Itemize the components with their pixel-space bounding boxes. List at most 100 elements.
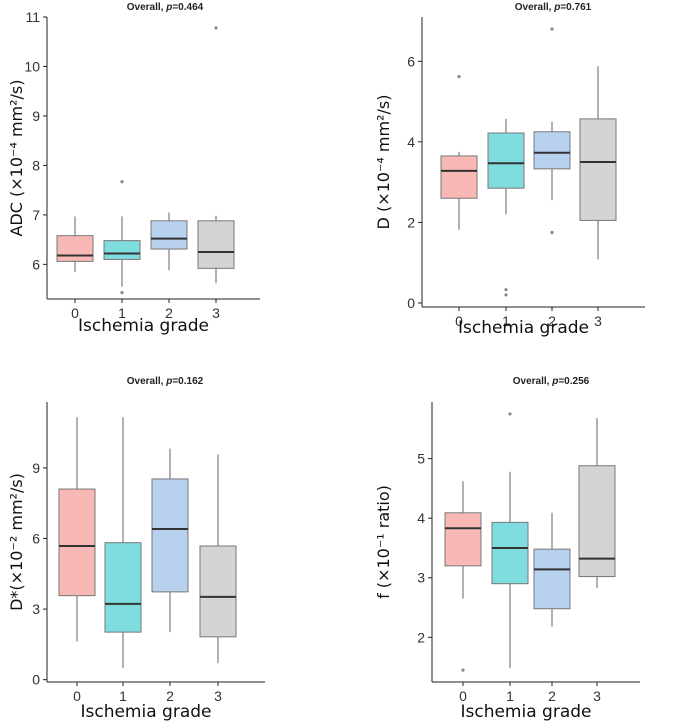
y-axis-label: D*(×10⁻² mm²/s) (7, 473, 26, 611)
box-body (151, 478, 189, 593)
x-tick-label: 3 (212, 305, 220, 321)
x-tick-label: 1 (502, 313, 510, 329)
y-axis-label: ADC (×10⁻⁴ mm²/s) (7, 79, 26, 236)
y-tick-label: 4 (417, 510, 425, 526)
x-tick-label: 2 (165, 305, 173, 321)
chart-title-value: =0.464 (172, 2, 203, 13)
y-tick-label: 9 (32, 460, 40, 476)
y-tick-label: 5 (417, 451, 425, 467)
y-tick-label: 2 (407, 214, 415, 230)
box-group-1 (487, 118, 525, 297)
box-group-2 (533, 512, 571, 627)
y-tick-label: 2 (417, 629, 425, 645)
box-body (199, 545, 237, 638)
x-tick-label: 2 (548, 313, 556, 329)
box-group-1 (104, 417, 142, 668)
chart-title-p: p (551, 376, 558, 387)
y-tick-label: 6 (407, 53, 415, 69)
outlier-point (120, 290, 124, 295)
outlier-point (550, 27, 554, 31)
chart-f: Overall, p=0.256 2 3 4 5 0 1 2 3 Ischemia grade f … (355, 370, 685, 724)
chart-title: Overall, p=0.162 (127, 376, 204, 387)
y-axis-label: D (×10⁻⁴ mm²/s) (374, 95, 393, 230)
x-tick-label: 2 (166, 688, 174, 704)
y-tick-label: 3 (32, 601, 40, 617)
chart-title-p: p (165, 376, 172, 387)
x-tick-label: 0 (455, 313, 463, 329)
box-body (56, 235, 94, 262)
box-body (579, 118, 617, 221)
box-group-0 (440, 75, 478, 230)
chart-d: Overall, p=0.761 0 2 4 6 0 1 2 3 Ischemia grade D … (355, 0, 685, 340)
outlier-point (457, 75, 461, 79)
chart-title: Overall, p=0.256 (513, 376, 590, 387)
box-group-3 (199, 454, 237, 664)
x-tick-label: 0 (73, 688, 81, 704)
y-tick-label: 3 (417, 570, 425, 586)
outlier-point (214, 26, 218, 30)
chart-title-prefix: Overall, (515, 2, 554, 13)
chart-title: Overall, p=0.464 (127, 2, 204, 13)
box-group-2 (533, 27, 571, 235)
box-body (487, 132, 525, 189)
box-group-0 (56, 216, 94, 272)
x-tick-label: 3 (594, 313, 602, 329)
chart-title-p: p (165, 2, 172, 13)
box-body (491, 521, 529, 585)
x-tick-label: 3 (593, 688, 601, 704)
chart-title-p: p (553, 2, 560, 13)
x-tick-label: 1 (119, 688, 127, 704)
y-tick-label: 8 (32, 157, 40, 173)
y-tick-label: 4 (407, 134, 415, 150)
box-body (533, 131, 571, 170)
box-body (103, 240, 141, 260)
outlier-point (120, 180, 124, 184)
chart-d-svg: Overall, p=0.761 0 2 4 6 0 1 2 3 Ischemia grade D … (374, 2, 645, 338)
box-body (104, 542, 142, 633)
y-tick-label: 7 (32, 207, 40, 223)
outlier-point (504, 288, 508, 292)
chart-title-prefix: Overall, (513, 376, 552, 387)
outlier-point (508, 412, 512, 416)
chart-title-prefix: Overall, (127, 376, 166, 387)
box-group-0 (444, 481, 482, 672)
chart-adc: Overall, p=0.464 6 7 8 9 10 11 0 1 2 3 Ischemia gra… (0, 0, 330, 340)
box-group-2 (151, 448, 189, 633)
outlier-point (550, 230, 554, 235)
box-body (150, 220, 188, 250)
y-tick-label: 6 (32, 256, 40, 272)
y-tick-label: 9 (32, 108, 40, 124)
y-tick-label: 6 (32, 530, 40, 546)
x-tick-label: 0 (71, 305, 79, 321)
y-tick-label: 11 (25, 9, 40, 25)
chart-dstar: Overall, p=0.162 0 3 6 9 0 1 2 3 Ischemia grade D*… (0, 370, 330, 724)
y-axis-label: f (×10⁻¹ ratio) (374, 485, 393, 599)
y-tick-label: 0 (407, 295, 415, 311)
outlier-point (504, 293, 508, 297)
chart-title: Overall, p=0.761 (515, 2, 592, 13)
x-tick-label: 3 (214, 688, 222, 704)
box-body (444, 512, 482, 567)
chart-title-prefix: Overall, (127, 2, 166, 13)
x-axis-label: Ischemia grade (458, 318, 589, 338)
box-group-1 (103, 180, 141, 295)
chart-title-value: =0.162 (172, 376, 203, 387)
x-tick-label: 2 (548, 688, 556, 704)
chart-title-value: =0.761 (560, 2, 591, 13)
box-body (533, 548, 571, 610)
y-tick-label: 10 (24, 58, 40, 74)
box-group-3 (197, 26, 235, 284)
x-tick-label: 1 (118, 305, 126, 321)
x-axis-label: Ischemia grade (460, 702, 591, 722)
box-group-1 (491, 412, 529, 669)
chart-title-value: =0.256 (558, 376, 589, 387)
x-tick-label: 1 (506, 688, 514, 704)
x-axis-label: Ischemia grade (80, 702, 211, 722)
y-tick-label: 0 (32, 672, 40, 688)
box-group-3 (579, 66, 617, 260)
outlier-point (461, 668, 465, 672)
box-group-3 (578, 418, 616, 588)
